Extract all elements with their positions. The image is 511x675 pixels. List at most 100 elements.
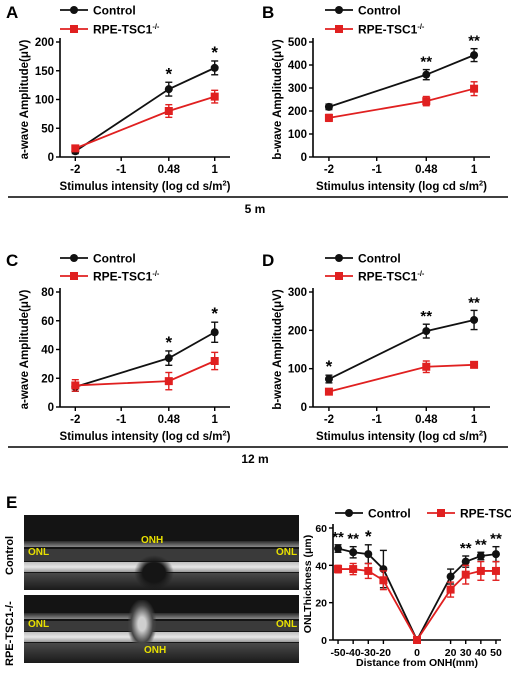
x-tick-label: 1 xyxy=(471,414,478,426)
legend-marker xyxy=(437,509,445,517)
data-point xyxy=(324,113,333,122)
data-point xyxy=(164,377,173,386)
data-point xyxy=(210,328,219,337)
significance-mark: ** xyxy=(490,531,502,548)
legend-label: RPE-TSC1-/- xyxy=(358,269,425,284)
data-point xyxy=(210,92,219,101)
legend-marker xyxy=(70,254,78,262)
data-point xyxy=(210,357,219,365)
y-tick-label: 80 xyxy=(41,287,54,299)
row-label-control: Control xyxy=(4,535,16,575)
data-point xyxy=(422,362,431,371)
x-axis-label: Stimulus intensity (log cd s/m2) xyxy=(316,429,487,443)
y-tick-label: 40 xyxy=(41,345,54,357)
oct-image-tsc1: ONL ONH ONL xyxy=(24,595,299,663)
data-point xyxy=(164,85,173,94)
x-tick-label: 1 xyxy=(471,164,478,176)
data-point xyxy=(470,51,479,60)
significance-mark: ** xyxy=(420,308,432,325)
series-control xyxy=(71,321,219,392)
y-tick-label: 0 xyxy=(48,402,54,414)
panel-c: C 0 20 40 60 80 -2 -1 0.48 1 Stimulus intensity (l… xyxy=(6,251,231,443)
x-tick-label: -1 xyxy=(372,414,383,426)
onh-label: ONH xyxy=(141,535,164,546)
significance-mark: ** xyxy=(475,536,487,553)
significance-mark: * xyxy=(365,527,372,546)
group-label: 5 m xyxy=(245,202,266,216)
data-point xyxy=(379,576,388,585)
significance-mark: * xyxy=(165,64,172,83)
series-line xyxy=(328,54,475,108)
oct-layer-onl xyxy=(24,621,299,631)
y-tick-label: 0 xyxy=(301,402,307,414)
data-point xyxy=(470,315,479,324)
legend-marker xyxy=(70,25,78,33)
data-point xyxy=(364,550,373,559)
y-tick-label: 200 xyxy=(35,37,54,49)
series-line xyxy=(328,319,475,380)
x-tick-label: 20 xyxy=(445,647,457,659)
x-axis-label: Distance from ONH(mm) xyxy=(356,657,478,669)
y-tick-label: 100 xyxy=(35,95,54,107)
significance-mark: ** xyxy=(468,33,480,50)
x-tick-label: -2 xyxy=(324,164,334,176)
oct-image-control: ONL ONH ONL xyxy=(24,515,299,590)
significance-mark: * xyxy=(326,357,333,376)
x-axis-label: Stimulus intensity (log cd s/m2) xyxy=(60,179,231,193)
y-axis-label: b-wave Amplitude(μV) xyxy=(272,39,284,160)
data-point xyxy=(164,107,173,115)
panel-b: B 0 100 200 300 400 500 -2 -1 0.48 1 Stimulus inten… xyxy=(262,3,490,193)
x-tick-label: 0.48 xyxy=(158,414,181,426)
x-tick-label: 1 xyxy=(211,414,218,426)
data-point xyxy=(461,570,470,579)
legend-marker xyxy=(70,272,78,280)
y-tick-label: 20 xyxy=(315,598,327,610)
x-axis-label: Stimulus intensity (log cd s/m2) xyxy=(316,179,487,193)
oct-layer-inner xyxy=(24,541,299,547)
data-point xyxy=(324,387,333,396)
legend: Control RPE-TSC1-/- xyxy=(325,4,425,37)
oct-optic-head xyxy=(128,600,156,648)
y-tick-label: 60 xyxy=(315,523,327,535)
data-point xyxy=(422,97,431,106)
panel-letter: C xyxy=(6,251,18,270)
series-rpe-tsc1 xyxy=(324,81,479,123)
data-point xyxy=(164,354,173,363)
panel-letter: B xyxy=(262,3,274,22)
y-tick-label: 60 xyxy=(41,316,54,328)
x-tick-label: 0.48 xyxy=(415,414,438,426)
y-tick-label: 300 xyxy=(288,287,307,299)
onl-label-left: ONL xyxy=(28,547,50,558)
oct-layer-inner xyxy=(24,613,299,619)
panel-letter: E xyxy=(6,493,17,512)
oct-layer-choroid xyxy=(24,643,299,663)
legend-label: RPE-TSC1-/- xyxy=(358,22,425,37)
y-tick-label: 40 xyxy=(315,560,327,572)
x-tick-label: -20 xyxy=(376,647,391,659)
y-tick-label: 0 xyxy=(48,152,54,164)
legend-marker xyxy=(335,25,343,33)
legend-marker xyxy=(335,254,343,262)
series-line xyxy=(74,67,216,152)
legend-marker xyxy=(335,6,343,14)
significance-mark: * xyxy=(165,333,172,352)
series-control xyxy=(324,47,479,111)
data-point xyxy=(334,565,343,574)
series-rpe-tsc1 xyxy=(71,89,219,153)
panel-a: A 0 50 100 150 200 -2 -1 0.48 1 Stimulus intensity… xyxy=(6,3,231,193)
data-point xyxy=(422,327,431,336)
x-axis-label: Stimulus intensity (log cd s/m2) xyxy=(60,429,231,443)
data-point xyxy=(210,63,219,72)
y-tick-label: 50 xyxy=(41,123,54,135)
data-point xyxy=(470,84,479,93)
data-point xyxy=(71,381,80,390)
series-rpe-tsc1 xyxy=(324,360,479,396)
panel-d: D 0 100 200 300 -2 -1 0.48 1 Stimulus intensity (… xyxy=(262,251,490,443)
x-tick-label: 50 xyxy=(490,647,502,659)
data-point xyxy=(476,566,485,575)
x-tick-label: -2 xyxy=(324,414,334,426)
legend-marker xyxy=(345,509,353,517)
legend-label: Control xyxy=(358,252,401,266)
significance-mark: * xyxy=(211,43,218,62)
x-tick-label: 1 xyxy=(211,164,218,176)
